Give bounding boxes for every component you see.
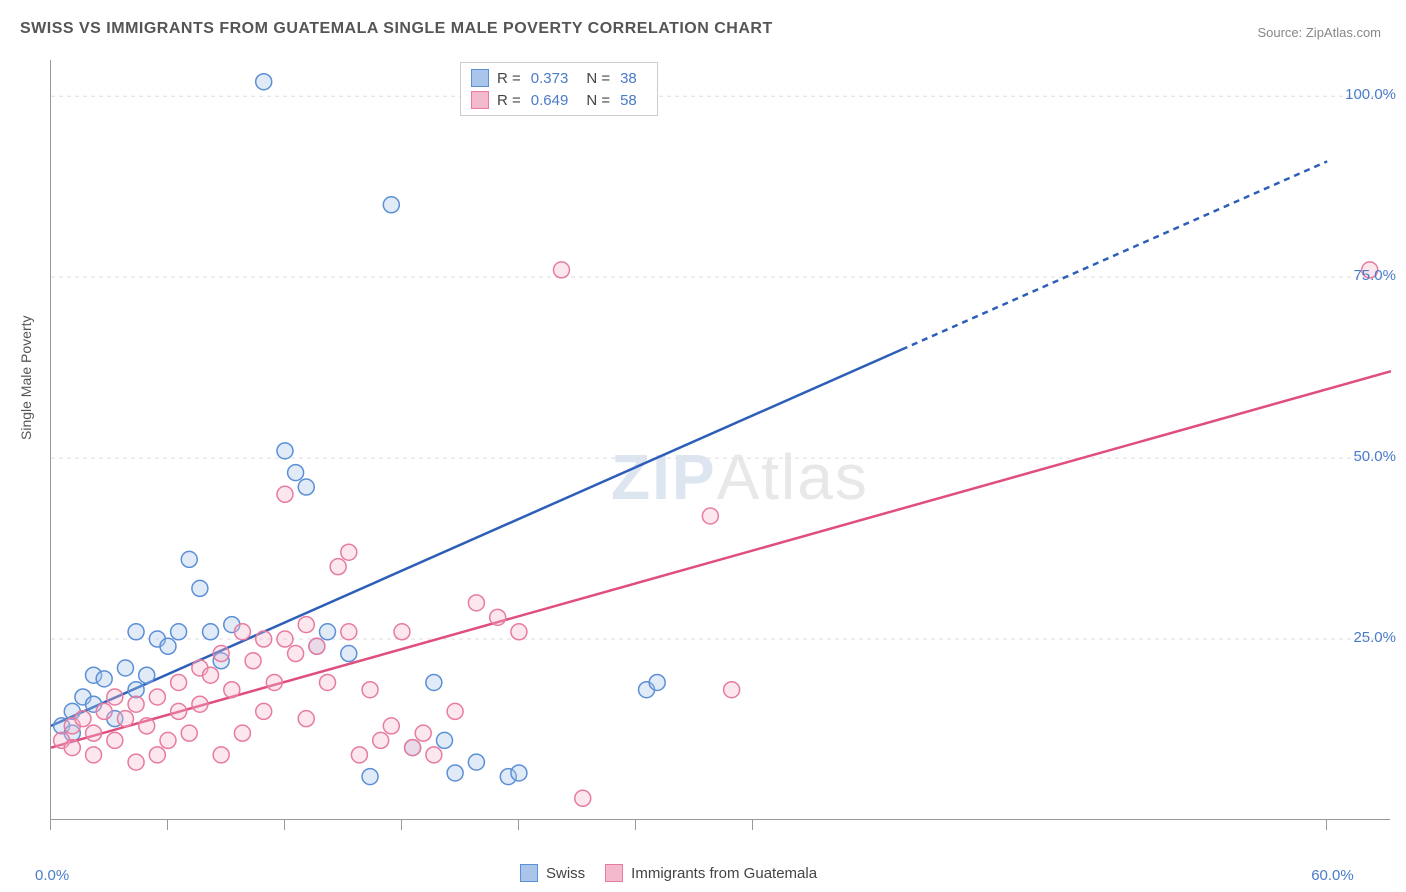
n-label: N = bbox=[586, 92, 610, 109]
x-tick-label: 60.0% bbox=[1311, 867, 1354, 884]
legend-stats-row: R = 0.649 N = 58 bbox=[471, 89, 647, 111]
legend-series-item: Swiss bbox=[520, 864, 585, 882]
r-value: 0.649 bbox=[531, 92, 569, 109]
correlation-chart: SWISS VS IMMIGRANTS FROM GUATEMALA SINGL… bbox=[0, 0, 1406, 892]
r-label: R = bbox=[497, 92, 521, 109]
n-value: 58 bbox=[620, 92, 637, 109]
legend-swatch bbox=[471, 91, 489, 109]
r-label: R = bbox=[497, 70, 521, 87]
legend-swatch bbox=[471, 69, 489, 87]
legend-swatch bbox=[605, 864, 623, 882]
legend-series-label: Immigrants from Guatemala bbox=[631, 865, 817, 882]
y-tick-label: 50.0% bbox=[1353, 448, 1396, 465]
plot-area: ZIPAtlas bbox=[50, 60, 1390, 820]
x-tick bbox=[635, 820, 636, 830]
x-tick-label: 0.0% bbox=[35, 867, 69, 884]
x-tick bbox=[401, 820, 402, 830]
y-tick-label: 25.0% bbox=[1353, 629, 1396, 646]
legend-swatch bbox=[520, 864, 538, 882]
x-tick bbox=[284, 820, 285, 830]
legend-series-item: Immigrants from Guatemala bbox=[605, 864, 817, 882]
y-axis-label: Single Male Poverty bbox=[18, 315, 34, 440]
x-tick bbox=[752, 820, 753, 830]
source-label: Source: ZipAtlas.com bbox=[1257, 25, 1381, 40]
x-tick bbox=[50, 820, 51, 830]
legend-stats-row: R = 0.373 N = 38 bbox=[471, 67, 647, 89]
legend-series: Swiss Immigrants from Guatemala bbox=[520, 864, 817, 882]
legend-series-label: Swiss bbox=[546, 865, 585, 882]
n-value: 38 bbox=[620, 70, 637, 87]
n-label: N = bbox=[586, 70, 610, 87]
x-tick bbox=[1326, 820, 1327, 830]
legend-stats: R = 0.373 N = 38 R = 0.649 N = 58 bbox=[460, 62, 658, 116]
x-tick bbox=[167, 820, 168, 830]
y-tick-label: 100.0% bbox=[1345, 86, 1396, 103]
r-value: 0.373 bbox=[531, 70, 569, 87]
chart-title: SWISS VS IMMIGRANTS FROM GUATEMALA SINGL… bbox=[20, 20, 773, 38]
x-tick bbox=[518, 820, 519, 830]
y-tick-label: 75.0% bbox=[1353, 267, 1396, 284]
plot-svg bbox=[51, 60, 1391, 820]
